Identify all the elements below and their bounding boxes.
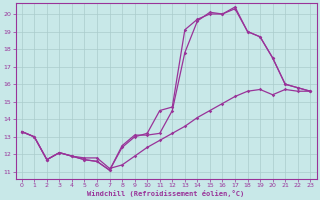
X-axis label: Windchill (Refroidissement éolien,°C): Windchill (Refroidissement éolien,°C) [87, 190, 245, 197]
